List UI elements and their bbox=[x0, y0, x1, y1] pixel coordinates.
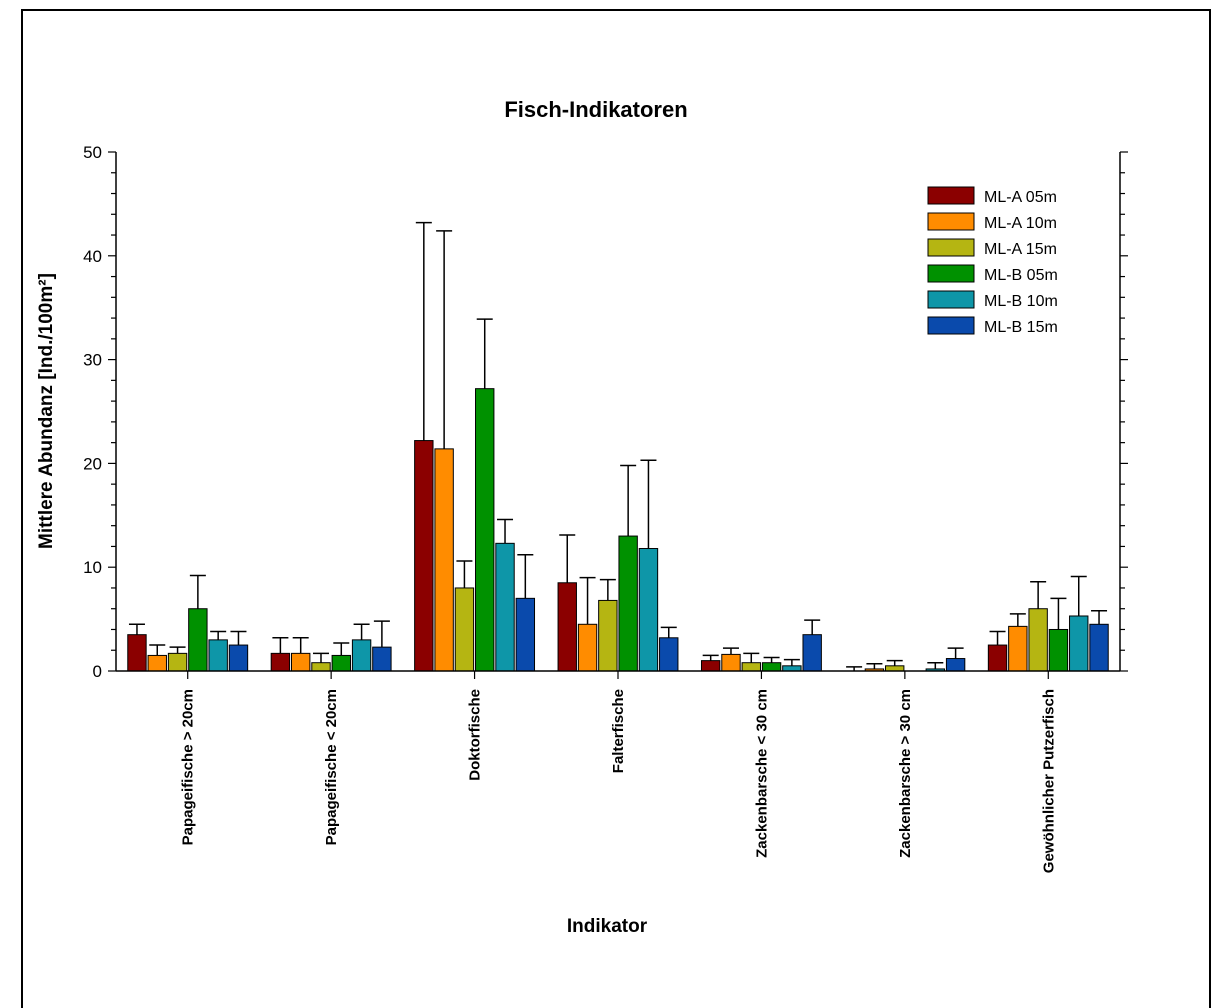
plot-area bbox=[127, 221, 1109, 672]
y-tick-label: 10 bbox=[83, 558, 102, 577]
bar bbox=[761, 662, 782, 672]
axes: 0 10 20 30 40 50 Papageifische > 20cm Papageifi… bbox=[83, 143, 1128, 873]
bar bbox=[228, 644, 249, 672]
bar bbox=[598, 599, 618, 672]
legend-label: ML-B 15m bbox=[984, 319, 1058, 336]
legend-swatch bbox=[927, 212, 975, 231]
bar bbox=[945, 658, 966, 672]
bar bbox=[782, 665, 802, 672]
legend-label: ML-B 05m bbox=[984, 267, 1058, 284]
bar bbox=[638, 548, 659, 672]
bar bbox=[147, 654, 167, 672]
legend-label: ML-A 05m bbox=[984, 189, 1057, 206]
bar bbox=[495, 542, 515, 672]
bar bbox=[721, 653, 741, 672]
bar bbox=[1048, 628, 1069, 672]
bar bbox=[290, 652, 311, 672]
legend-swatch bbox=[927, 238, 975, 257]
bar bbox=[1089, 623, 1109, 672]
bar bbox=[1008, 625, 1028, 672]
y-tick-label: 40 bbox=[83, 247, 102, 266]
y-tick-label: 20 bbox=[83, 454, 102, 473]
x-tick-label: Zackenbarsche > 30 cm bbox=[897, 689, 914, 858]
bar bbox=[188, 608, 208, 672]
legend-label: ML-A 10m bbox=[984, 215, 1057, 232]
legend-swatch bbox=[927, 186, 975, 205]
bar bbox=[700, 660, 721, 672]
bar bbox=[802, 634, 822, 672]
y-axis-label: Mittlere Abundanz [Ind./100m²] bbox=[36, 273, 57, 549]
legend-swatch bbox=[927, 290, 975, 309]
bar bbox=[475, 388, 495, 672]
y-tick-label: 0 bbox=[93, 662, 102, 681]
bar bbox=[331, 654, 351, 672]
legend-label: ML-B 10m bbox=[984, 293, 1058, 310]
bar bbox=[577, 623, 598, 672]
chart-title: Fisch-Indikatoren bbox=[504, 97, 687, 122]
x-tick-label: Papageifische > 20cm bbox=[180, 689, 197, 845]
bar bbox=[414, 440, 434, 672]
bar bbox=[741, 662, 761, 672]
bar bbox=[454, 587, 475, 672]
bar bbox=[987, 644, 1008, 672]
x-tick-label: Papageifische < 20cm bbox=[323, 689, 340, 845]
x-tick-label: Doktorfische bbox=[467, 689, 484, 781]
legend: ML-A 05m ML-A 10m ML-A 15m ML-B 05m ML-B 10m… bbox=[927, 186, 1058, 336]
bar bbox=[127, 634, 147, 672]
legend-swatch bbox=[927, 316, 975, 335]
bar bbox=[351, 639, 372, 672]
bar bbox=[515, 597, 536, 672]
legend-label: ML-A 15m bbox=[984, 241, 1057, 258]
bar bbox=[659, 637, 679, 672]
y-tick-label: 30 bbox=[83, 351, 102, 370]
bar bbox=[270, 652, 291, 672]
bar bbox=[1069, 615, 1089, 672]
x-tick-label: Zackenbarsche < 30 cm bbox=[753, 689, 770, 858]
x-tick-label: Falterfische bbox=[610, 689, 627, 773]
y-tick-label: 50 bbox=[83, 143, 102, 162]
bar bbox=[208, 639, 228, 672]
bar bbox=[557, 582, 577, 672]
bar bbox=[434, 448, 454, 672]
x-tick-label: Gewöhnlicher Putzerfisch bbox=[1040, 689, 1057, 873]
bar bbox=[311, 662, 331, 672]
bar bbox=[885, 665, 905, 672]
x-axis-label: Indikator bbox=[567, 916, 648, 937]
bar bbox=[1028, 608, 1048, 672]
bar bbox=[167, 652, 188, 672]
bar bbox=[372, 646, 392, 672]
legend-swatch bbox=[927, 264, 975, 283]
bar bbox=[618, 535, 638, 672]
chart-frame bbox=[21, 9, 1211, 1008]
